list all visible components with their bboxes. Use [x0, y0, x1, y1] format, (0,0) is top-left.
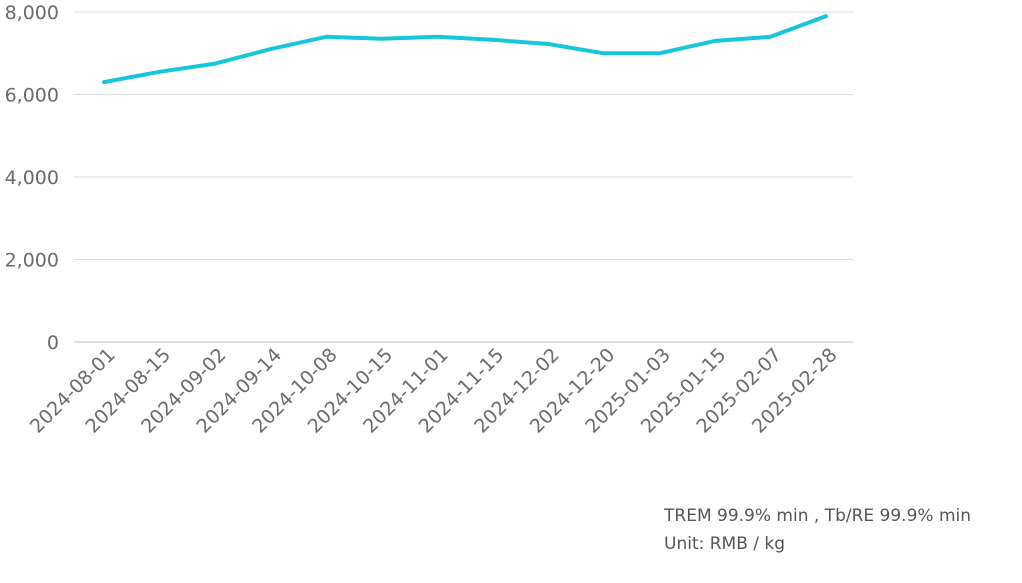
y-tick-label: 2,000	[5, 250, 59, 272]
unit-note: Unit: RMB / kg	[664, 534, 786, 554]
y-tick-label: 4,000	[5, 167, 59, 189]
y-tick-label: 0	[47, 332, 59, 354]
product-spec-note: TREM 99.9% min , Tb/RE 99.9% min	[664, 506, 972, 526]
series-layer	[102, 14, 828, 85]
gridlines	[74, 11, 853, 260]
y-tick-label: 6,000	[5, 85, 59, 107]
y-tick-label: 8,000	[5, 2, 59, 24]
y-tick-labels: 0 2,000 4,000 6,000 8,000	[5, 2, 59, 354]
x-tick-labels: 2024-08-012024-08-152024-09-022024-09-14…	[26, 344, 842, 438]
series-line	[102, 14, 828, 85]
